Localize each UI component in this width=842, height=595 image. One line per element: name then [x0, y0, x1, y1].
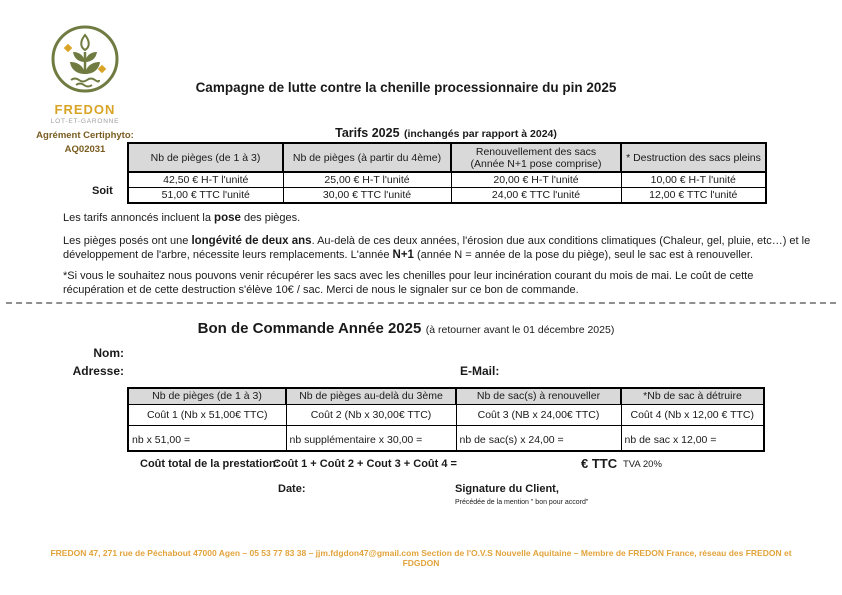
- note-text: (année N = année de la pose du piège), s…: [413, 248, 754, 261]
- tva-note: TVA 20%: [623, 459, 662, 470]
- total-formula: Coût 1 + Coût 2 + Cout 3 + Coût 4 =: [273, 458, 457, 470]
- tarifs-heading: Tarifs 2025 (inchangés par rapport à 202…: [127, 124, 765, 142]
- calc-input-cell[interactable]: nb x 51,00 =: [127, 424, 287, 452]
- note-text: des pièges.: [240, 212, 301, 224]
- tarifs-heading-main: Tarifs 2025: [335, 126, 400, 140]
- tarifs-cell: 10,00 € H-T l'unité: [620, 171, 767, 188]
- tarifs-table: Nb de pièges (de 1 à 3) Nb de pièges (à …: [127, 142, 767, 204]
- note-pose: Les tarifs annoncés incluent la pose des…: [63, 212, 813, 226]
- order-header-row: Nb de pièges (de 1 à 3) Nb de pièges au-…: [127, 387, 765, 405]
- order-form-title: Bon de Commande Année 2025: [197, 320, 422, 337]
- adresse-field[interactable]: [130, 364, 430, 378]
- cost-formula-cell: Coût 3 (NB x 24,00€ TTC): [455, 403, 622, 426]
- note-bold: pose: [214, 212, 241, 224]
- footer-contact-line: FREDON 47, 271 rue de Péchabout 47000 Ag…: [50, 548, 792, 568]
- logo-region-name: LOT-ET-GARONNE: [50, 118, 120, 125]
- note-longevite: Les pièges posés ont une longévité de de…: [63, 235, 813, 262]
- note-text: Les tarifs annoncés incluent la: [63, 212, 215, 224]
- order-form-deadline: (à retourner avant le 01 décembre 2025): [425, 324, 615, 336]
- email-label: E-Mail:: [460, 364, 500, 378]
- agrement-code: AQ02031: [64, 144, 106, 155]
- tarifs-col-header: * Destruction des sacs pleins: [620, 142, 767, 173]
- tarifs-cell: 25,00 € H-T l'unité: [282, 171, 452, 188]
- fredon-plant-logo-icon: [48, 25, 122, 100]
- tarifs-cell: 42,50 € H-T l'unité: [127, 171, 284, 188]
- cost-formula-cell: Coût 4 (Nb x 12,00 € TTC): [620, 403, 765, 426]
- tarifs-ttc-row: 51,00 € TTC l'unité 30,00 € TTC l'unité …: [127, 187, 767, 204]
- calc-input-cell[interactable]: nb de sac x 12,00 =: [620, 424, 765, 452]
- tarifs-cell: 12,00 € TTC l'unité: [620, 187, 767, 204]
- adresse-label: Adresse:: [72, 364, 124, 378]
- tarifs-cell: 20,00 € H-T l'unité: [450, 171, 622, 188]
- tarifs-ht-row: 42,50 € H-T l'unité 25,00 € H-T l'unité …: [127, 171, 767, 188]
- soit-label: Soit: [92, 185, 113, 197]
- order-cost-row: Coût 1 (Nb x 51,00€ TTC) Coût 2 (Nb x 30…: [127, 403, 765, 426]
- tarifs-heading-note: (inchangés par rapport à 2024): [403, 128, 557, 140]
- order-calc-row: nb x 51,00 = nb supplémentaire x 30,00 =…: [127, 424, 765, 452]
- note-text: Les pièges posés ont une: [63, 235, 192, 247]
- tarifs-col-header: Nb de pièges (de 1 à 3): [127, 142, 284, 173]
- order-col-header: Nb de pièges (de 1 à 3): [127, 387, 287, 405]
- signature-note: Précédée de la mention " bon pour accord…: [455, 499, 589, 506]
- note-bold: longévité de deux ans: [191, 235, 312, 247]
- logo-org-name: FREDON: [54, 102, 116, 117]
- date-field[interactable]: [315, 483, 425, 497]
- tarifs-cell: 24,00 € TTC l'unité: [450, 187, 622, 204]
- note-recuperation: *Si vous le souhaitez nous pouvons venir…: [63, 270, 754, 296]
- order-form-heading: Bon de Commande Année 2025 (à retourner …: [60, 320, 752, 338]
- signature-field[interactable]: [455, 508, 655, 536]
- cut-line-separator: [6, 302, 836, 304]
- nom-label: Nom:: [93, 346, 124, 360]
- total-amount-field[interactable]: [480, 458, 575, 472]
- nom-field[interactable]: [130, 346, 430, 360]
- email-field[interactable]: [515, 364, 755, 378]
- note-text: . Au-delà de ces deux années, l'érosion …: [63, 235, 811, 261]
- order-table: Nb de pièges (de 1 à 3) Nb de pièges au-…: [127, 387, 765, 452]
- calc-input-cell[interactable]: nb de sac(s) x 24,00 =: [455, 424, 622, 452]
- signature-label: Signature du Client,: [455, 483, 559, 495]
- total-label: Coût total de la prestation:: [140, 458, 280, 470]
- total-currency-unit: € TTC: [581, 456, 618, 471]
- date-label: Date:: [278, 483, 306, 495]
- cost-formula-cell: Coût 2 (Nb x 30,00€ TTC): [285, 403, 457, 426]
- logo-block: FREDON LOT-ET-GARONNE Agrément Certiphyt…: [26, 22, 144, 155]
- order-col-header: *Nb de sac à détruire: [620, 387, 765, 405]
- order-col-header: Nb de pièges au-delà du 3ème: [285, 387, 457, 405]
- cost-formula-cell: Coût 1 (Nb x 51,00€ TTC): [127, 403, 287, 426]
- tarifs-cell: 30,00 € TTC l'unité: [282, 187, 452, 204]
- tarifs-col-header: Renouvellement des sacs (Année N+1 pose …: [450, 142, 622, 173]
- tarifs-cell: 51,00 € TTC l'unité: [127, 187, 284, 204]
- page-title: Campagne de lutte contre la chenille pro…: [195, 80, 617, 95]
- note-bold: N+1: [392, 248, 414, 261]
- tarifs-col-header: Nb de pièges (à partir du 4ème): [282, 142, 452, 173]
- agrement-label: Agrément Certiphyto:: [36, 130, 134, 141]
- order-col-header: Nb de sac(s) à renouveller: [455, 387, 622, 405]
- calc-input-cell[interactable]: nb supplémentaire x 30,00 =: [285, 424, 457, 452]
- tarifs-header-row: Nb de pièges (de 1 à 3) Nb de pièges (à …: [127, 142, 767, 173]
